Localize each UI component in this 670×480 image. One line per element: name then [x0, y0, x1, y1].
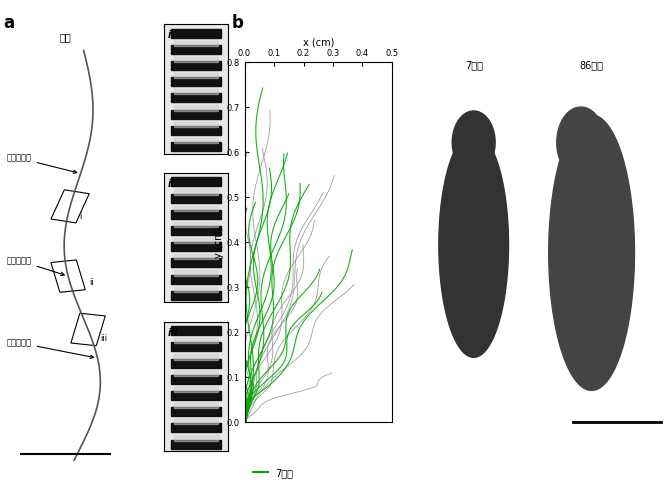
Text: 第一変曲点: 第一変曲点 [7, 154, 76, 173]
Text: ii: ii [168, 180, 174, 189]
Bar [170, 177, 221, 186]
Bar [174, 105, 218, 110]
Bar [170, 45, 221, 54]
Bar [174, 57, 218, 62]
Text: b: b [231, 14, 243, 33]
Text: i: i [80, 212, 82, 221]
Bar [170, 375, 221, 384]
Text: iii: iii [100, 335, 107, 343]
Bar [170, 440, 221, 449]
Bar [170, 407, 221, 416]
Bar [174, 287, 218, 292]
Bar [174, 73, 218, 78]
Bar [174, 138, 218, 143]
X-axis label: x (cm): x (cm) [303, 38, 334, 48]
Bar [170, 28, 221, 37]
Bar [170, 142, 221, 151]
Bar [174, 254, 218, 259]
Bar [170, 326, 221, 335]
Polygon shape [549, 115, 634, 390]
Bar [174, 121, 218, 127]
Bar [170, 423, 221, 432]
Bar [170, 242, 221, 251]
Bar [170, 193, 221, 203]
Polygon shape [557, 107, 605, 178]
Bar [170, 93, 221, 102]
Bar [174, 189, 218, 194]
Text: iii: iii [168, 328, 178, 338]
Bar [174, 222, 218, 227]
Bar [170, 342, 221, 351]
Text: 86週齢: 86週齢 [580, 60, 604, 70]
Bar [174, 419, 218, 424]
Bar [170, 391, 221, 400]
Bar [174, 89, 218, 94]
Bar [170, 258, 221, 267]
Text: ii: ii [89, 278, 94, 288]
Bar [170, 359, 221, 368]
Bar [174, 338, 218, 343]
Bar [174, 387, 218, 392]
Bar [170, 226, 221, 235]
Bar [170, 291, 221, 300]
Bar [174, 371, 218, 376]
Polygon shape [452, 111, 495, 174]
Legend: 7週齢, 86週齢: 7週齢, 86週齢 [249, 464, 304, 480]
Bar [170, 61, 221, 70]
Text: 第三変曲点: 第三変曲点 [7, 338, 94, 359]
Bar [174, 354, 218, 360]
Bar [174, 270, 218, 276]
Text: 第二変曲点: 第二変曲点 [7, 256, 64, 276]
Bar [170, 126, 221, 135]
Bar [174, 403, 218, 408]
Y-axis label: y (cm): y (cm) [214, 227, 224, 258]
Bar [170, 210, 221, 219]
Bar [174, 40, 218, 46]
Bar [174, 205, 218, 211]
Text: i: i [168, 30, 171, 40]
Bar [174, 238, 218, 243]
Bar [174, 435, 218, 441]
Bar [170, 275, 221, 284]
Text: 毛先: 毛先 [60, 32, 72, 42]
Bar [170, 77, 221, 86]
Bar [170, 109, 221, 119]
Text: a: a [3, 14, 15, 33]
Text: 7週齢: 7週齢 [465, 60, 482, 70]
Polygon shape [439, 132, 509, 357]
